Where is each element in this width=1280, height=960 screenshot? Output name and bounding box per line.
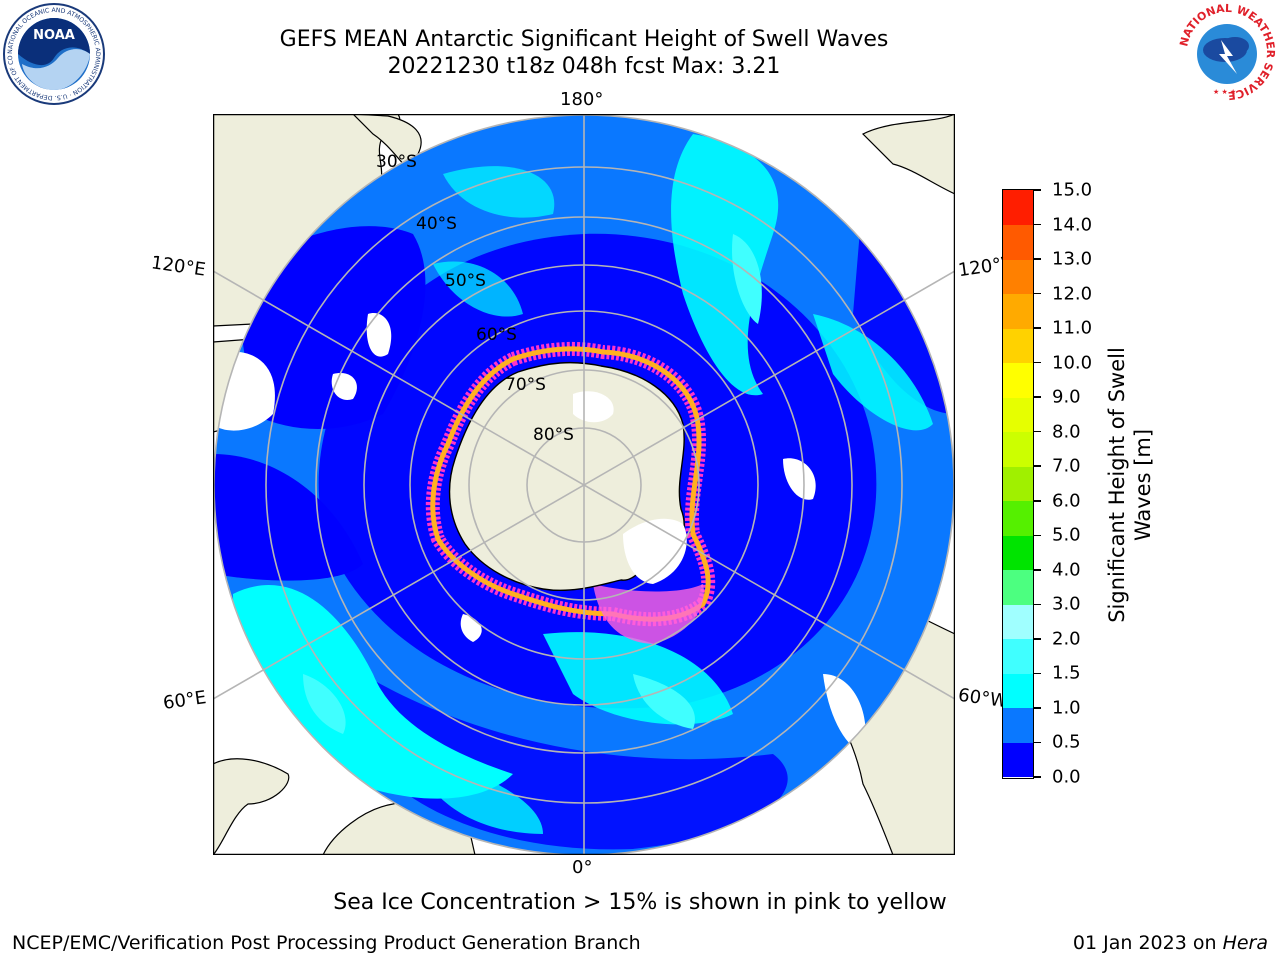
colorbar-tick-mark [1034, 396, 1041, 398]
colorbar-tick-mark [1034, 292, 1041, 295]
nws-logo: NATIONAL WEATHER SERVICE ★ ★ ★ [1177, 2, 1277, 102]
colorbar-tick-label: 8.0 [1052, 421, 1081, 443]
colorbar-segment [1003, 397, 1033, 433]
noaa-logo: NATIONAL OCEANIC AND ATMOSPHERIC ADMINIS… [2, 2, 105, 105]
colorbar-segment [1003, 224, 1033, 260]
colorbar-tick-mark [1034, 707, 1041, 709]
footer-date: 01 Jan 2023 on Hera [1072, 932, 1268, 954]
lat-label-60s: 60°S [476, 325, 517, 345]
colorbar-segment [1003, 707, 1033, 743]
sea-ice-note: Sea Ice Concentration > 15% is shown in … [333, 890, 947, 915]
lon-label-60e: 60°E [161, 687, 208, 714]
colorbar-tick-label: 10.0 [1052, 352, 1093, 374]
lat-label-80s: 80°S [533, 425, 574, 445]
colorbar-tick-label: 0.5 [1052, 731, 1081, 753]
colorbar-tick-label: 0.0 [1052, 766, 1081, 788]
colorbar-segment [1003, 638, 1033, 674]
lon-label-120e: 120°E [149, 252, 207, 281]
colorbar-label: Significant Height of Swell Waves [m] [1105, 347, 1155, 623]
colorbar-segment [1003, 569, 1033, 605]
colorbar-segment [1003, 500, 1033, 536]
colorbar-segment [1003, 362, 1033, 398]
colorbar-tick-mark [1034, 638, 1041, 640]
colorbar-segment [1003, 431, 1033, 467]
colorbar-tick-mark [1034, 776, 1041, 778]
colorbar-tick-mark [1034, 741, 1041, 744]
colorbar-segment [1003, 535, 1033, 571]
lat-label-70s: 70°S [505, 375, 546, 395]
colorbar-segment [1003, 190, 1033, 226]
colorbar-tick-label: 6.0 [1052, 490, 1081, 512]
colorbar-tick-mark [1034, 189, 1041, 191]
colorbar-tick-label: 13.0 [1052, 248, 1093, 270]
colorbar-tick-label: 1.5 [1052, 662, 1081, 684]
colorbar-tick-mark [1034, 258, 1041, 260]
lat-label-30s: 30°S [376, 152, 417, 172]
colorbar-segment [1003, 466, 1033, 502]
map-title: GEFS MEAN Antarctic Significant Height o… [279, 27, 889, 52]
colorbar-tick-label: 9.0 [1052, 386, 1081, 408]
colorbar-ticks [1034, 189, 1054, 779]
lat-label-50s: 50°S [445, 271, 486, 291]
colorbar-tick-label: 15.0 [1052, 179, 1093, 201]
colorbar-tick-label: 11.0 [1052, 317, 1093, 339]
lat-label-40s: 40°S [416, 214, 457, 234]
map-subtitle: 20221230 t18z 048h fcst Max: 3.21 [387, 54, 781, 79]
colorbar-tick-mark [1034, 500, 1041, 502]
colorbar [1002, 189, 1034, 779]
colorbar-tick-mark [1034, 672, 1041, 675]
colorbar-segment [1003, 328, 1033, 364]
lon-label-180: 180° [560, 89, 604, 110]
svg-text:★ ★ ★: ★ ★ ★ [1213, 88, 1236, 96]
colorbar-segment [1003, 673, 1033, 709]
svg-text:NOAA: NOAA [33, 28, 75, 43]
footer-credit: NCEP/EMC/Verification Post Processing Pr… [12, 932, 641, 954]
colorbar-tick-label: 3.0 [1052, 593, 1081, 615]
sea-ice-ring [425, 341, 716, 644]
colorbar-tick-label: 4.0 [1052, 559, 1081, 581]
map-frame [213, 114, 955, 855]
colorbar-segment [1003, 604, 1033, 640]
colorbar-tick-label: 2.0 [1052, 628, 1081, 650]
colorbar-tick-label: 14.0 [1052, 214, 1093, 236]
colorbar-tick-mark [1034, 569, 1041, 571]
colorbar-tick-mark [1034, 361, 1041, 364]
ice-shelf-ross [573, 391, 614, 423]
colorbar-tick-label: 7.0 [1052, 455, 1081, 477]
colorbar-segment [1003, 742, 1033, 778]
colorbar-segment [1003, 259, 1033, 295]
colorbar-tick-label: 1.0 [1052, 697, 1081, 719]
colorbar-segment [1003, 293, 1033, 329]
lon-label-0: 0° [572, 857, 593, 878]
colorbar-tick-mark [1034, 430, 1041, 433]
colorbar-tick-label: 5.0 [1052, 524, 1081, 546]
colorbar-tick-mark [1034, 534, 1041, 537]
antarctic-map [213, 114, 955, 855]
colorbar-tick-mark [1034, 465, 1041, 467]
colorbar-tick-mark [1034, 327, 1041, 329]
colorbar-tick-label: 12.0 [1052, 283, 1093, 305]
colorbar-tick-mark [1034, 603, 1041, 606]
colorbar-tick-mark [1034, 223, 1041, 226]
